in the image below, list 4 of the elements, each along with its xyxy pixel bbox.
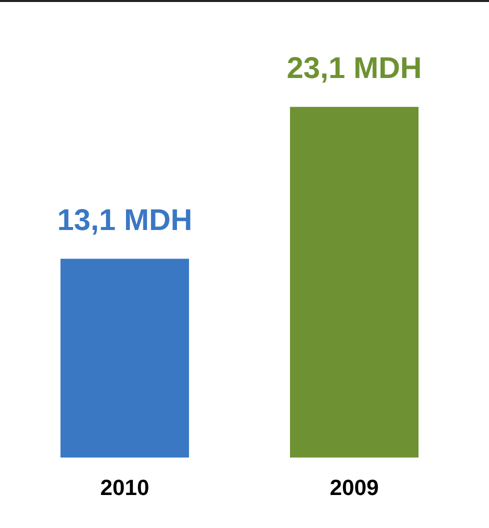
x-tick-label: 2009 <box>330 474 379 500</box>
x-tick-label: 2010 <box>100 474 150 500</box>
data-label: 13,1 MDH <box>57 204 192 237</box>
data-label: 23,1 MDH <box>286 52 422 86</box>
